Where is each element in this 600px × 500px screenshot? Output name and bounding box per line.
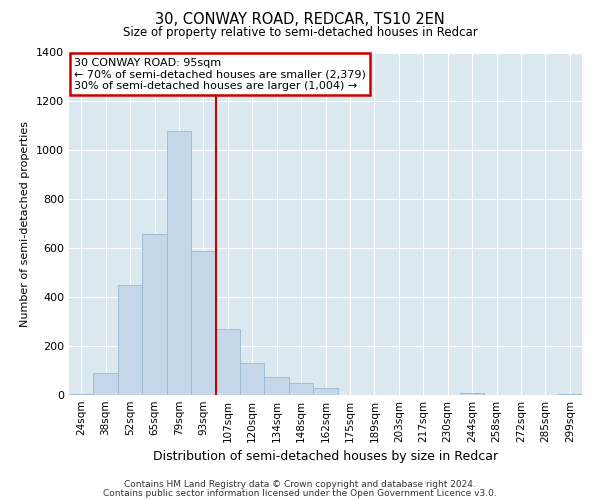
- X-axis label: Distribution of semi-detached houses by size in Redcar: Distribution of semi-detached houses by …: [153, 450, 498, 464]
- Text: Contains public sector information licensed under the Open Government Licence v3: Contains public sector information licen…: [103, 488, 497, 498]
- Bar: [167, 131, 191, 395]
- Bar: [460, 392, 484, 395]
- Bar: [557, 394, 582, 395]
- Bar: [191, 250, 215, 395]
- Bar: [118, 285, 142, 395]
- Bar: [69, 394, 94, 395]
- Bar: [265, 376, 289, 395]
- Text: 30 CONWAY ROAD: 95sqm
← 70% of semi-detached houses are smaller (2,379)
30% of s: 30 CONWAY ROAD: 95sqm ← 70% of semi-deta…: [74, 58, 366, 91]
- Text: Size of property relative to semi-detached houses in Redcar: Size of property relative to semi-detach…: [122, 26, 478, 39]
- Bar: [215, 329, 240, 395]
- Text: 30, CONWAY ROAD, REDCAR, TS10 2EN: 30, CONWAY ROAD, REDCAR, TS10 2EN: [155, 12, 445, 28]
- Y-axis label: Number of semi-detached properties: Number of semi-detached properties: [20, 120, 31, 327]
- Bar: [289, 383, 313, 395]
- Text: Contains HM Land Registry data © Crown copyright and database right 2024.: Contains HM Land Registry data © Crown c…: [124, 480, 476, 489]
- Bar: [313, 388, 338, 395]
- Bar: [240, 363, 265, 395]
- Bar: [94, 373, 118, 395]
- Bar: [142, 234, 167, 395]
